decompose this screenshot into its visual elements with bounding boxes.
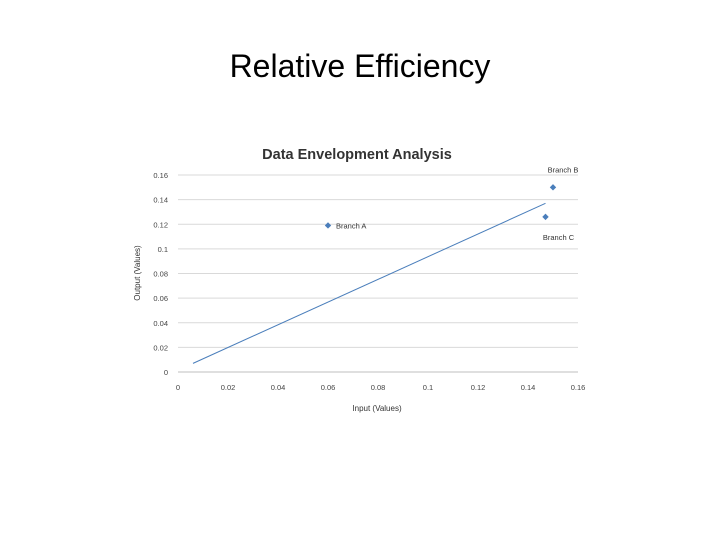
y-tick-label: 0.14	[153, 196, 168, 205]
data-point-label: Branch B	[548, 165, 579, 174]
x-tick-label: 0.02	[221, 383, 236, 392]
y-tick-label: 0	[164, 368, 168, 377]
x-axis-title: Input (Values)	[352, 404, 402, 413]
y-tick-label: 0.02	[153, 343, 168, 352]
x-tick-label: 0.04	[271, 383, 286, 392]
y-tick-label: 0.12	[153, 220, 168, 229]
y-axis-title: Output (Values)	[133, 245, 142, 301]
x-tick-label: 0.08	[371, 383, 386, 392]
slide-title: Relative Efficiency	[229, 48, 491, 84]
data-point-label: Branch A	[336, 221, 366, 230]
chart-title: Data Envelopment Analysis	[262, 147, 452, 163]
x-tick-label: 0.14	[521, 383, 536, 392]
y-tick-label: 0.08	[153, 270, 168, 279]
y-tick-label: 0.06	[153, 294, 168, 303]
x-tick-label: 0	[176, 383, 180, 392]
x-axis-ticks: 0 0.02 0.04 0.06 0.08 0.1 0.12 0.14 0.16	[176, 383, 585, 392]
y-tick-label: 0.16	[153, 171, 168, 180]
y-tick-label: 0.1	[158, 245, 168, 254]
x-tick-label: 0.06	[321, 383, 336, 392]
x-tick-label: 0.12	[471, 383, 486, 392]
x-tick-label: 0.16	[571, 383, 586, 392]
data-points: Branch A Branch B Branch C	[324, 165, 579, 242]
data-point-marker	[542, 213, 549, 221]
y-axis-ticks: 0 0.02 0.04 0.06 0.08 0.1 0.12 0.14 0.16	[153, 171, 168, 377]
x-tick-label: 0.1	[423, 383, 433, 392]
data-point-marker	[549, 184, 557, 191]
data-point-label: Branch C	[543, 233, 575, 242]
y-tick-label: 0.04	[153, 319, 168, 328]
data-point-marker	[324, 222, 332, 229]
trendline	[192, 202, 546, 364]
grid-lines	[178, 174, 578, 348]
